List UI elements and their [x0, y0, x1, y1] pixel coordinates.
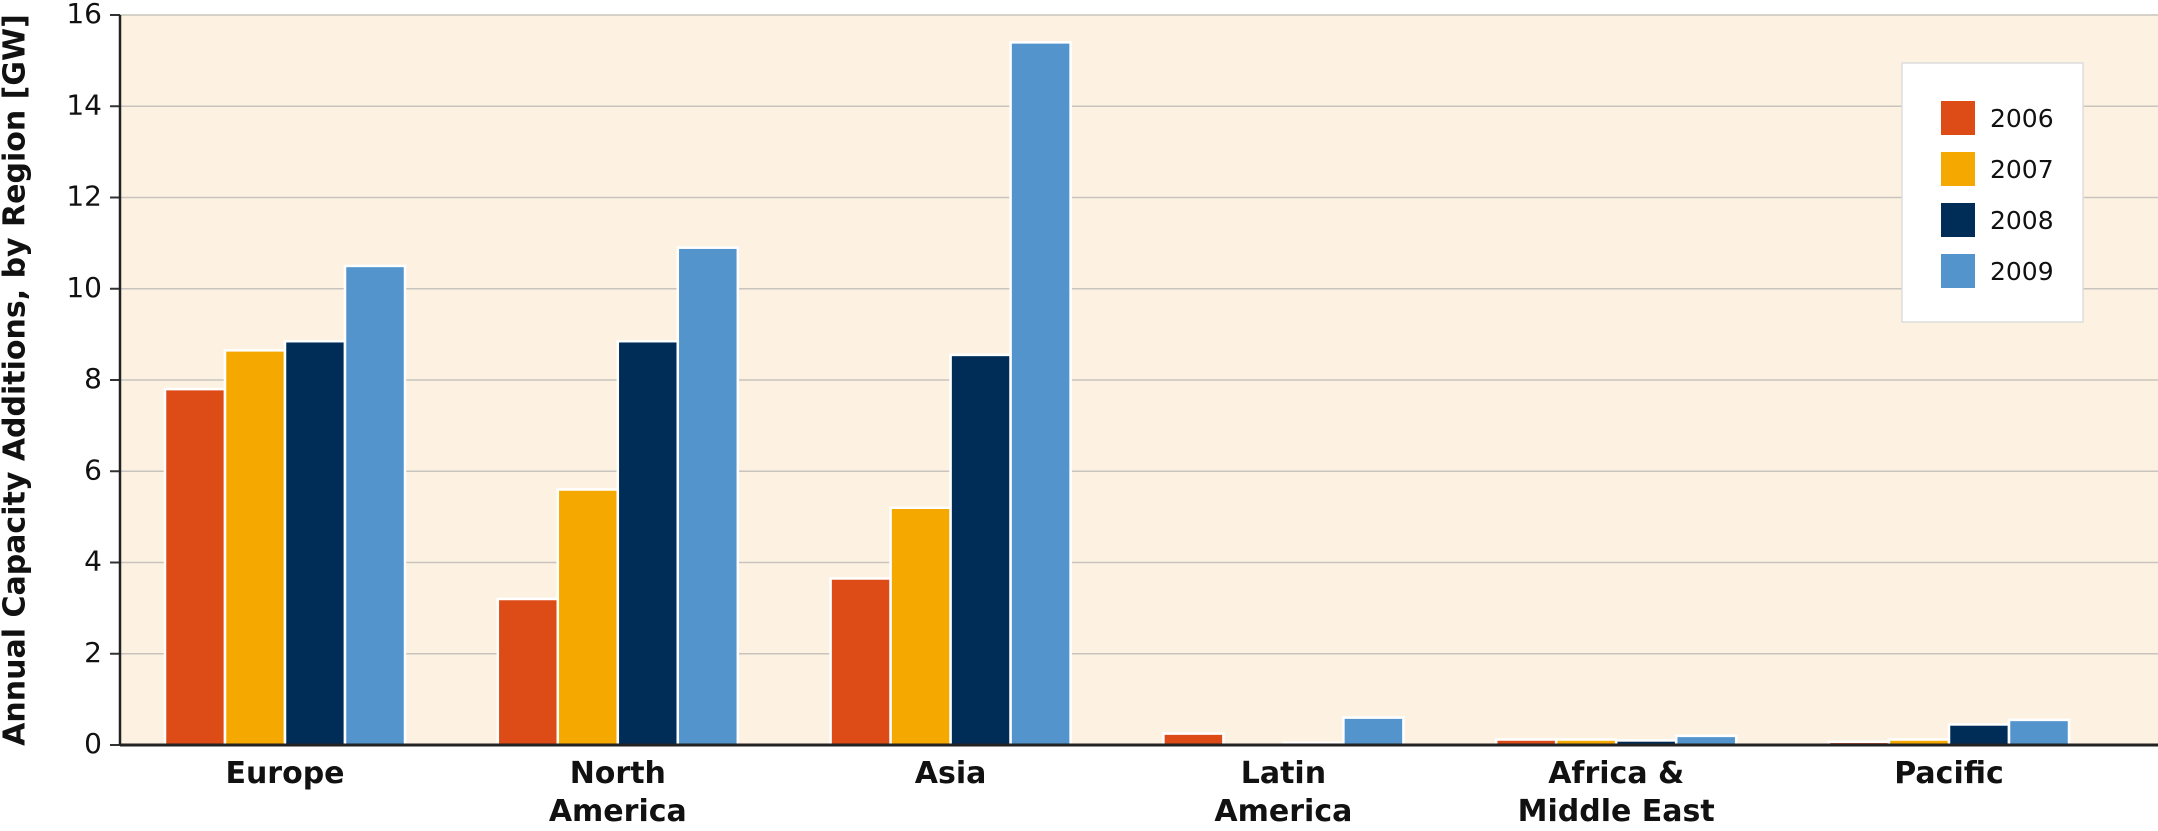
x-tick-label: North America — [548, 756, 687, 829]
bar — [556, 488, 620, 747]
legend-swatch — [1941, 152, 1975, 186]
y-tick-label: 2 — [84, 636, 102, 669]
bar — [1947, 723, 2011, 747]
y-tick-label: 6 — [84, 453, 102, 486]
bar — [163, 387, 227, 747]
bar — [223, 349, 287, 747]
legend-box — [1901, 62, 2084, 323]
y-tick-label: 0 — [84, 727, 102, 760]
legend-swatch — [1941, 254, 1975, 288]
bar — [1342, 716, 1405, 747]
legend-swatch — [1941, 203, 1975, 237]
x-tick-label: Pacific — [1894, 756, 2004, 791]
bar — [676, 246, 740, 747]
bar — [283, 339, 347, 747]
legend-label: 2008 — [1990, 206, 2054, 235]
legend-label: 2006 — [1990, 104, 2054, 133]
bar — [1162, 732, 1225, 747]
y-tick-label: 10 — [66, 271, 102, 304]
x-tick-label: Africa & Middle East — [1517, 756, 1715, 829]
x-tick-label: Asia — [914, 756, 987, 791]
y-tick-label: 16 — [66, 0, 102, 30]
bar — [949, 353, 1012, 747]
y-tick-label: 14 — [66, 88, 102, 121]
legend-label: 2009 — [1990, 257, 2054, 286]
bar — [343, 264, 407, 747]
bar — [829, 577, 892, 747]
y-tick-label: 4 — [84, 545, 102, 578]
x-tick-label: Latin America — [1214, 756, 1353, 829]
bar — [496, 597, 560, 747]
legend-swatch — [1941, 101, 1975, 135]
bar — [1009, 41, 1072, 747]
x-tick-label: Europe — [225, 756, 345, 791]
y-tick-label: 8 — [84, 362, 102, 395]
bar — [889, 506, 952, 747]
bar — [616, 339, 680, 747]
y-axis-label: Annual Capacity Additions, by Region [GW… — [0, 14, 33, 746]
y-tick-label: 12 — [66, 180, 102, 213]
bar — [2007, 718, 2071, 747]
legend-label: 2007 — [1990, 155, 2054, 184]
